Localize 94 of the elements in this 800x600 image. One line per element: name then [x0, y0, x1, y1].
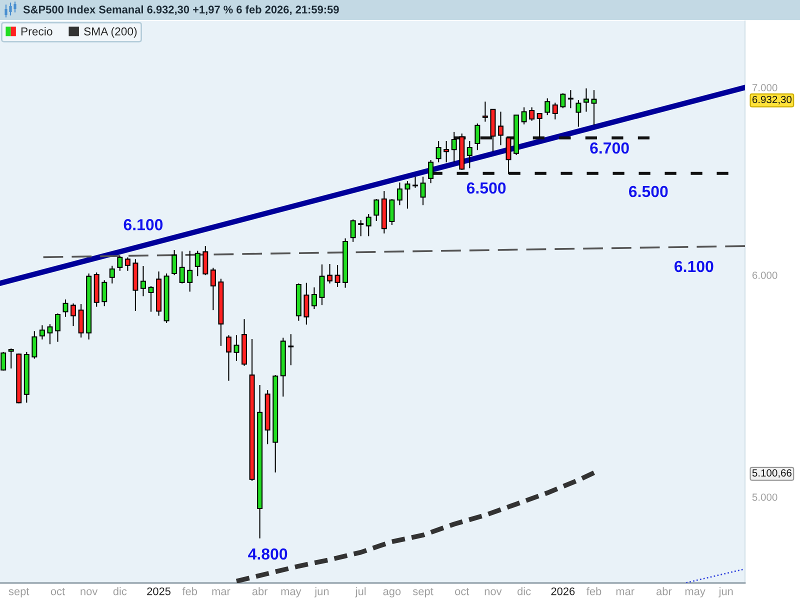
- x-tick-label: sept: [412, 588, 434, 598]
- candlestick: [148, 286, 154, 312]
- candlestick: [226, 334, 232, 382]
- candlestick: [350, 218, 356, 242]
- candlestick: [304, 282, 310, 326]
- x-tick-label: 2026: [551, 587, 575, 596]
- candlestick: [62, 298, 68, 318]
- candlestick: [466, 140, 472, 169]
- candlestick: [194, 250, 200, 277]
- y-tick-label: 5.100,66: [752, 469, 792, 478]
- candlestick: [366, 213, 372, 237]
- candlestick: [210, 267, 216, 311]
- legend-label: Precio: [21, 27, 52, 36]
- x-tick-label: may: [281, 589, 302, 598]
- candlestick: [521, 106, 527, 125]
- candlestick: [319, 264, 325, 306]
- annotation: 6.500: [629, 186, 668, 198]
- annotation: 4.800: [248, 548, 288, 560]
- chart-title: S&P500 Index Semanal 6.932,30 +1,97 % 6 feb 2026, 21:59:59: [23, 5, 339, 16]
- x-tick-label: mar: [212, 589, 230, 596]
- line-series: [234, 470, 596, 583]
- annotation: 6.100: [674, 260, 714, 272]
- candlestick: [202, 246, 208, 276]
- candlestick: [109, 265, 115, 284]
- candlestick: [412, 176, 418, 188]
- candlestick: [334, 264, 340, 288]
- candlestick: [404, 180, 410, 210]
- x-tick-label: feb: [586, 587, 602, 596]
- candlestick: [172, 249, 178, 276]
- candlestick: [420, 176, 426, 206]
- candlestick: [583, 88, 589, 112]
- candlestick: [552, 102, 558, 120]
- candlestick: [544, 98, 550, 116]
- x-tick-label: oct: [455, 588, 470, 596]
- legend-label: SMA (200): [84, 27, 137, 38]
- y-tick-label: 6.000: [752, 272, 778, 279]
- candlestick: [288, 334, 294, 366]
- x-tick-label: abr: [252, 587, 268, 596]
- y-tick-label: 7.000: [752, 84, 778, 92]
- candlestick: [451, 131, 457, 163]
- candlestick: [78, 304, 84, 338]
- candlestick: [124, 256, 130, 272]
- candlestick: [234, 334, 240, 362]
- x-tick-label: nov: [80, 589, 98, 596]
- candlestick: [54, 312, 60, 342]
- annotation: 6.500: [466, 182, 506, 194]
- x-tick-label: oct: [50, 588, 65, 596]
- candlestick: [374, 198, 380, 222]
- candlestick: [396, 182, 402, 206]
- candlestick: [311, 286, 317, 310]
- x-tick-label: 2025: [147, 587, 171, 596]
- candlestick: [529, 106, 535, 122]
- y-tick-label: 5.000: [752, 494, 778, 501]
- candlestick: [498, 111, 504, 146]
- candlestick: [117, 255, 123, 272]
- candlestick: [444, 140, 450, 163]
- candlestick: [179, 250, 185, 284]
- candlestick: [358, 220, 364, 237]
- candlestick: [576, 100, 582, 128]
- candlestick: [428, 160, 434, 184]
- x-tick-label: jun: [314, 587, 329, 598]
- candlestick: [560, 92, 566, 109]
- x-tick-label: jun: [718, 587, 733, 598]
- annotation: 6.700: [590, 142, 629, 154]
- candlestick: [327, 263, 332, 284]
- candlestick: [474, 122, 480, 151]
- x-tick-label: ago: [383, 589, 401, 598]
- candlestick: [568, 90, 574, 109]
- annotation: 6.100: [124, 219, 163, 230]
- x-tick-label: dic: [113, 587, 127, 596]
- candlestick: [536, 112, 542, 138]
- candlestick: [8, 348, 14, 369]
- x-tick-label: abr: [656, 587, 672, 596]
- x-tick-label: dic: [518, 587, 531, 596]
- x-tick-label: sept: [8, 588, 30, 598]
- y-tick-label: 6.932,30: [752, 96, 792, 104]
- candlestick: [140, 265, 146, 297]
- candlestick: [32, 330, 38, 360]
- candlestick: [0, 351, 6, 372]
- x-tick-label: mar: [616, 589, 634, 596]
- candlestick: [389, 198, 395, 226]
- candlestick: [102, 280, 108, 307]
- candlestick: [70, 302, 76, 327]
- x-tick-label: jul: [355, 587, 366, 598]
- candlestick: [591, 90, 597, 126]
- x-tick-label: may: [685, 589, 706, 598]
- x-tick-label: feb: [182, 587, 198, 596]
- x-tick-label: nov: [484, 589, 502, 596]
- candlestick: [436, 140, 442, 163]
- candlestick: [39, 324, 45, 340]
- candlestick: [47, 324, 53, 345]
- candlestick: [482, 101, 488, 122]
- candlestick: [506, 137, 512, 175]
- candlestick: [187, 250, 193, 292]
